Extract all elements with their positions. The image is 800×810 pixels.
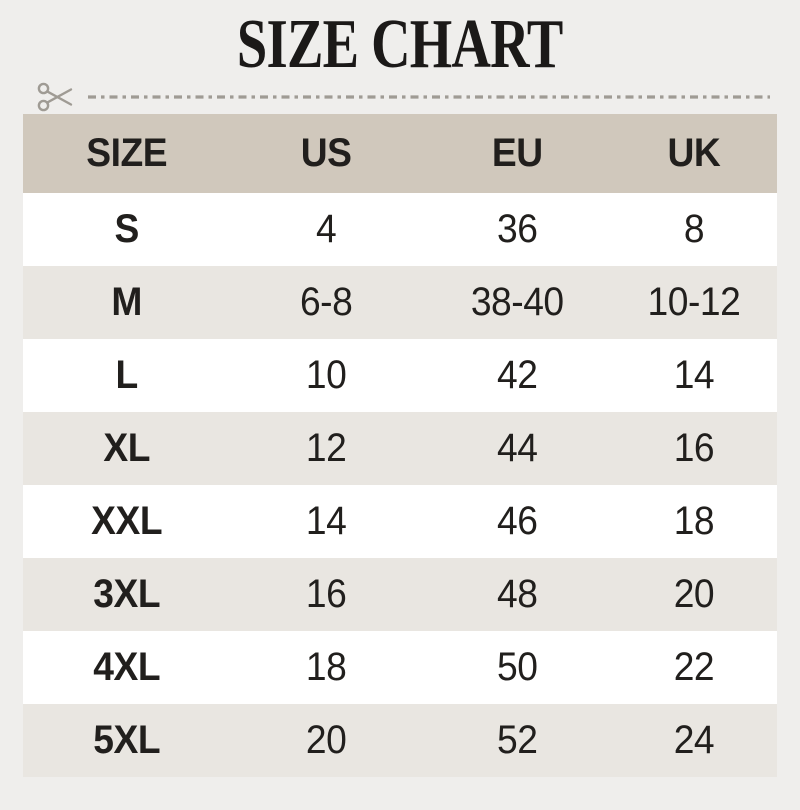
uk-value: 8 — [683, 207, 705, 251]
uk-value: 22 — [673, 645, 715, 689]
uk-value: 16 — [673, 426, 715, 470]
table-header-row: SIZE US EU UK — [23, 114, 777, 193]
size-label: L — [115, 353, 139, 397]
size-label: M — [111, 280, 142, 324]
size-label: XXL — [91, 499, 163, 543]
us-value: 14 — [306, 499, 347, 543]
column-header-eu: EU — [491, 131, 543, 175]
dashed-cut-line — [88, 95, 770, 99]
column-header-us: US — [301, 131, 352, 175]
eu-value: 44 — [496, 426, 538, 470]
table-row-xl: XL 12 44 16 — [23, 412, 777, 485]
table-row-5xl: 5XL 20 52 24 — [23, 704, 777, 777]
table-row-m: M 6-8 38-40 10-12 — [23, 266, 777, 339]
eu-value: 52 — [496, 718, 538, 762]
cut-line — [36, 80, 770, 114]
us-value: 6-8 — [300, 280, 353, 324]
eu-value: 48 — [496, 572, 538, 616]
us-value: 16 — [306, 572, 347, 616]
table-row-xxl: XXL 14 46 18 — [23, 485, 777, 558]
size-label: 4XL — [93, 645, 161, 689]
us-value: 4 — [316, 207, 337, 251]
page-title-text: SIZE CHART — [237, 6, 563, 83]
uk-value: 20 — [673, 572, 715, 616]
column-header-uk: UK — [667, 131, 721, 175]
eu-value: 46 — [496, 499, 538, 543]
uk-value: 18 — [673, 499, 715, 543]
eu-value: 42 — [496, 353, 538, 397]
size-chart-page: SIZE CHART SIZE US EU UK S 4 36 8 M 6-8 — [0, 10, 800, 777]
eu-value: 38-40 — [470, 280, 564, 324]
us-value: 10 — [306, 353, 347, 397]
scissors-icon — [37, 82, 73, 112]
table-row-3xl: 3XL 16 48 20 — [23, 558, 777, 631]
size-label: 3XL — [93, 572, 161, 616]
page-title: SIZE CHART — [191, 10, 608, 80]
table-row-s: S 4 36 8 — [23, 193, 777, 266]
table-row-l: L 10 42 14 — [23, 339, 777, 412]
us-value: 18 — [306, 645, 347, 689]
size-label: S — [114, 207, 139, 251]
table-row-4xl: 4XL 18 50 22 — [23, 631, 777, 704]
size-label: 5XL — [93, 718, 161, 762]
us-value: 20 — [306, 718, 347, 762]
eu-value: 50 — [496, 645, 538, 689]
column-header-size: SIZE — [86, 131, 168, 175]
eu-value: 36 — [496, 207, 538, 251]
size-table: SIZE US EU UK S 4 36 8 M 6-8 38-40 10-12… — [23, 114, 777, 777]
size-label: XL — [103, 426, 150, 470]
us-value: 12 — [306, 426, 347, 470]
uk-value: 14 — [673, 353, 715, 397]
uk-value: 24 — [673, 718, 715, 762]
title-wrap: SIZE CHART — [0, 10, 800, 80]
uk-value: 10-12 — [647, 280, 741, 324]
